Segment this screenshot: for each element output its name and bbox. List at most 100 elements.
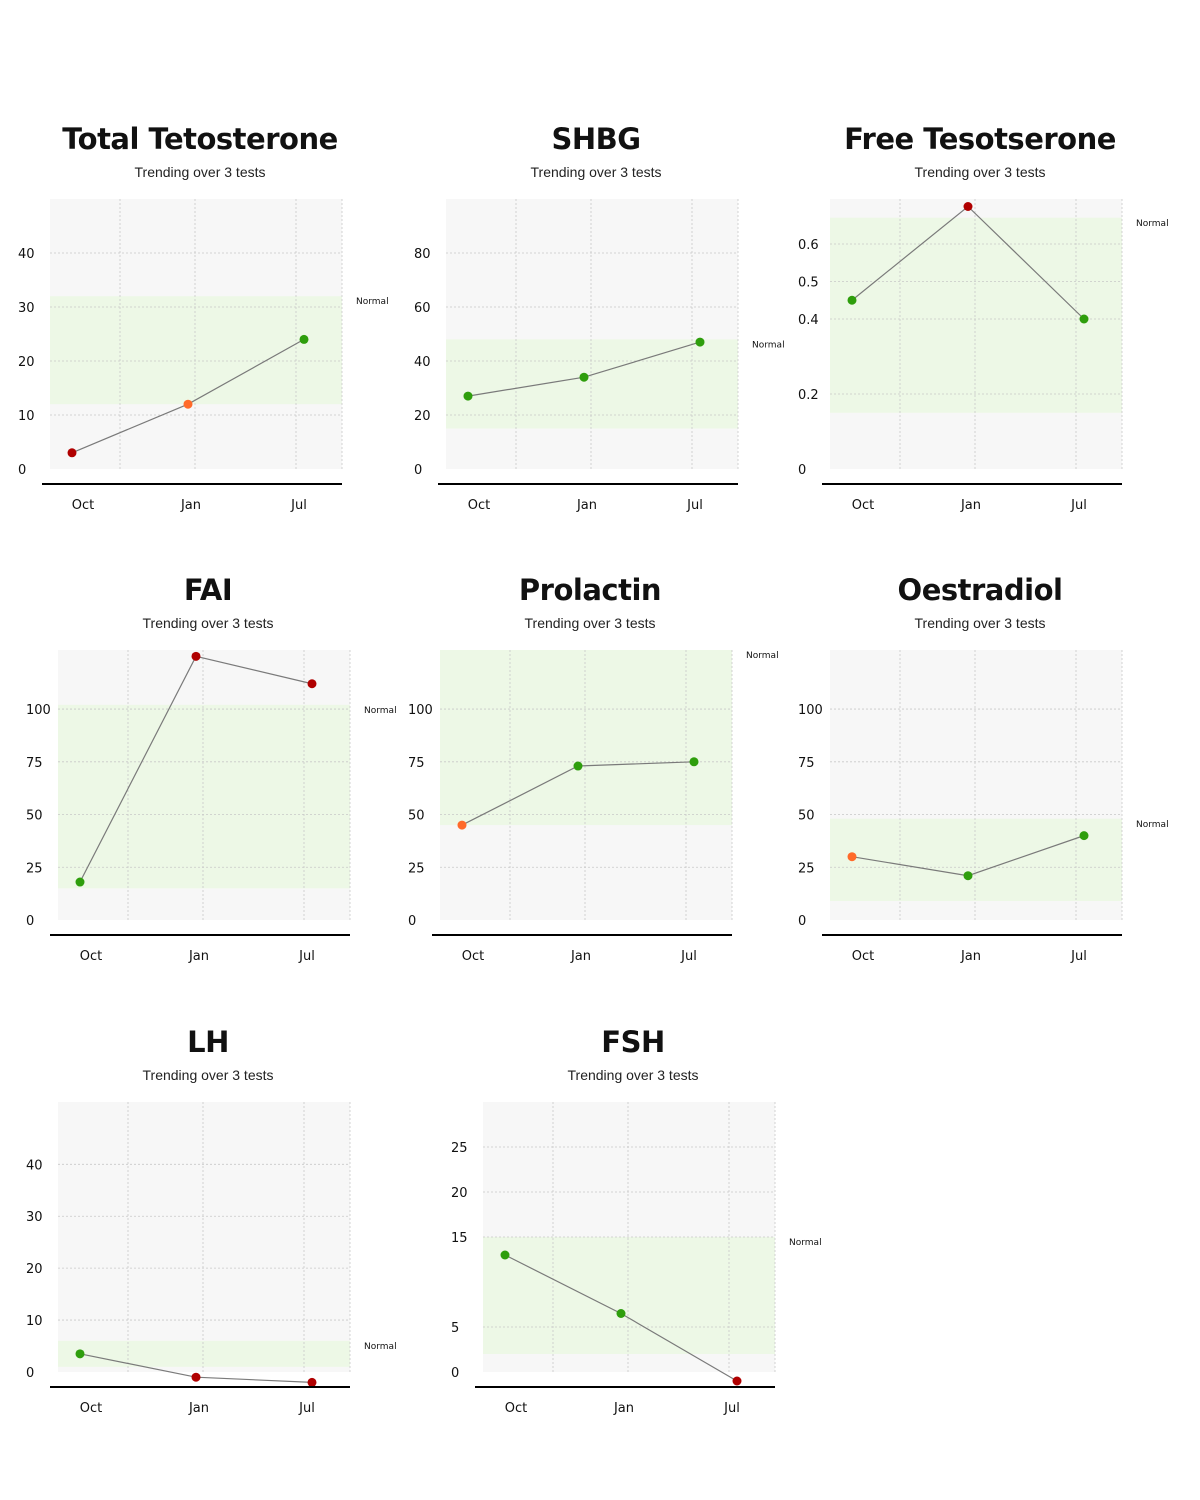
chart-panel-fai: FAI Trending over 3 tests Normal 0 25 50 75 1… bbox=[18, 573, 398, 993]
chart-subtitle: Trending over 3 tests bbox=[530, 164, 662, 180]
chart-subtitle: Trending over 3 tests bbox=[524, 615, 656, 631]
data-point-normal bbox=[695, 337, 705, 347]
data-point-normal bbox=[500, 1250, 510, 1260]
y-tick-label: 0 bbox=[798, 463, 806, 478]
data-point-high bbox=[191, 651, 201, 661]
data-point-borderline bbox=[183, 399, 193, 409]
data-point-normal bbox=[75, 1349, 85, 1359]
y-tick-label: 75 bbox=[408, 756, 425, 771]
y-tick-label: 50 bbox=[798, 809, 815, 824]
normal-range-band bbox=[50, 296, 342, 405]
y-tick-label: 0 bbox=[414, 463, 422, 478]
data-point-high bbox=[732, 1376, 742, 1386]
y-tick-label: 80 bbox=[414, 247, 431, 262]
y-tick-label: 50 bbox=[408, 809, 425, 824]
y-tick-label: 0.2 bbox=[798, 388, 819, 403]
y-tick-label: 0 bbox=[18, 463, 26, 478]
x-tick-label: Jan bbox=[188, 1401, 209, 1416]
y-tick-label: 100 bbox=[26, 703, 51, 718]
y-tick-label: 40 bbox=[414, 355, 431, 370]
y-tick-label: 15 bbox=[451, 1231, 468, 1246]
chart-subtitle: Trending over 3 tests bbox=[567, 1067, 699, 1083]
y-tick-label: 20 bbox=[414, 409, 431, 424]
data-point-normal bbox=[573, 761, 583, 771]
normal-range-label: Normal bbox=[1136, 219, 1169, 229]
data-point-high bbox=[307, 679, 317, 689]
data-point-high bbox=[191, 1372, 201, 1382]
y-tick-label: 20 bbox=[26, 1262, 43, 1277]
data-point-normal bbox=[299, 334, 309, 344]
x-tick-label: Jul bbox=[298, 949, 315, 964]
y-tick-label: 30 bbox=[18, 301, 35, 316]
y-tick-label: 0.4 bbox=[798, 313, 819, 328]
y-tick-label: 50 bbox=[26, 809, 43, 824]
chart-title: Free Tesotserone bbox=[844, 122, 1116, 156]
data-point-borderline bbox=[847, 852, 857, 862]
chart-title: FAI bbox=[183, 573, 233, 607]
chart-plot: Normal 0 25 50 75 100 Oct Jan Jul bbox=[26, 650, 397, 964]
chart-plot: Normal 0 20 40 60 80 Oct Jan Jul bbox=[414, 199, 785, 513]
y-tick-label: 40 bbox=[26, 1158, 43, 1173]
y-tick-label: 40 bbox=[18, 247, 35, 262]
x-tick-label: Oct bbox=[852, 498, 874, 513]
x-tick-label: Oct bbox=[80, 1401, 102, 1416]
data-point-normal bbox=[1079, 314, 1089, 324]
data-point-borderline bbox=[457, 820, 467, 830]
data-point-normal bbox=[689, 757, 699, 767]
x-tick-label: Jul bbox=[686, 498, 703, 513]
x-tick-label: Oct bbox=[462, 949, 484, 964]
y-tick-label: 30 bbox=[26, 1210, 43, 1225]
chart-panel-lh: LH Trending over 3 tests Normal 0 10 20 30 40… bbox=[18, 1025, 398, 1445]
normal-range-band bbox=[483, 1237, 775, 1354]
chart-panel-shbg: SHBG Trending over 3 tests Normal 0 20 40 60… bbox=[406, 122, 786, 542]
x-tick-label: Jul bbox=[680, 949, 697, 964]
chart-subtitle: Trending over 3 tests bbox=[142, 1067, 274, 1083]
y-tick-label: 5 bbox=[451, 1321, 459, 1336]
data-point-normal bbox=[963, 871, 973, 881]
normal-range-label: Normal bbox=[364, 706, 397, 716]
x-tick-label: Jul bbox=[1070, 498, 1087, 513]
normal-range-label: Normal bbox=[356, 297, 389, 307]
y-tick-label: 0.6 bbox=[798, 238, 819, 253]
x-tick-label: Oct bbox=[852, 949, 874, 964]
x-tick-label: Oct bbox=[468, 498, 490, 513]
chart-plot: Normal 0 5 15 20 25 Oct Jan Jul bbox=[451, 1102, 822, 1416]
x-tick-label: Oct bbox=[80, 949, 102, 964]
x-tick-label: Jan bbox=[576, 498, 597, 513]
chart-title: Total Tetosterone bbox=[62, 122, 338, 156]
y-tick-label: 60 bbox=[414, 301, 431, 316]
y-tick-label: 0 bbox=[451, 1366, 459, 1381]
chart-title: Oestradiol bbox=[897, 573, 1063, 607]
data-point-high bbox=[307, 1377, 317, 1387]
y-tick-label: 100 bbox=[798, 703, 823, 718]
data-point-normal bbox=[463, 391, 473, 401]
normal-range-label: Normal bbox=[364, 1342, 397, 1352]
chart-panel-fsh: FSH Trending over 3 tests Normal 0 5 15 20 25… bbox=[443, 1025, 823, 1445]
chart-title: FSH bbox=[601, 1025, 665, 1059]
normal-range-band bbox=[58, 1340, 350, 1367]
normal-range-band bbox=[830, 818, 1122, 902]
x-tick-label: Jul bbox=[723, 1401, 740, 1416]
x-tick-label: Jan bbox=[180, 498, 201, 513]
x-tick-label: Jan bbox=[960, 498, 981, 513]
x-tick-label: Jul bbox=[1070, 949, 1087, 964]
y-tick-label: 0 bbox=[798, 914, 806, 929]
x-tick-label: Jan bbox=[613, 1401, 634, 1416]
data-point-normal bbox=[847, 295, 857, 305]
data-point-normal bbox=[1079, 831, 1089, 841]
chart-subtitle: Trending over 3 tests bbox=[914, 615, 1046, 631]
x-tick-label: Oct bbox=[505, 1401, 527, 1416]
chart-plot: Normal 0 25 50 75 100 Oct Jan Jul bbox=[408, 650, 779, 964]
y-tick-label: 0 bbox=[26, 1366, 34, 1381]
y-tick-label: 0.5 bbox=[798, 276, 819, 291]
normal-range-label: Normal bbox=[789, 1238, 822, 1248]
y-tick-label: 0 bbox=[408, 914, 416, 929]
x-tick-label: Jul bbox=[298, 1401, 315, 1416]
chart-plot: Normal 0 10 20 30 40 Oct Jan Jul bbox=[26, 1102, 397, 1416]
normal-range-band bbox=[830, 217, 1122, 413]
chart-panel-free-testosterone: Free Tesotserone Trending over 3 tests N… bbox=[790, 122, 1170, 542]
y-tick-label: 10 bbox=[26, 1314, 43, 1329]
chart-title: Prolactin bbox=[518, 573, 662, 607]
chart-title: LH bbox=[187, 1025, 229, 1059]
y-tick-label: 75 bbox=[798, 756, 815, 771]
